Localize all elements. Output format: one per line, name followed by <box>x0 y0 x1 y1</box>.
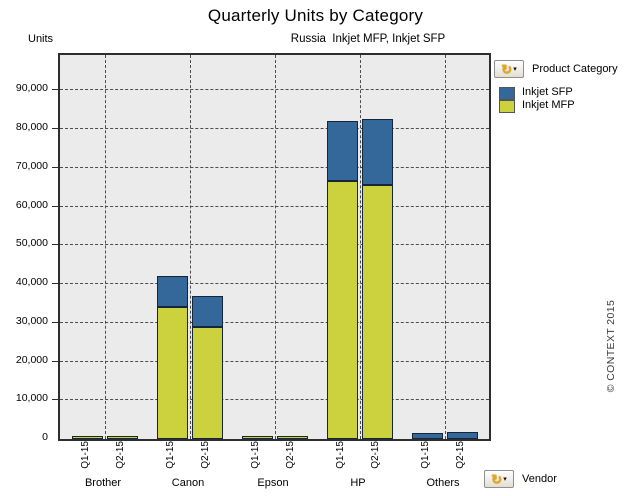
vendor-label: Others <box>426 477 460 489</box>
x-tick-label: Q2-15 <box>199 441 211 469</box>
vendor-label: Canon <box>171 477 205 489</box>
x-tick-label: Q1-15 <box>164 441 176 469</box>
chart-title: Quarterly Units by Category <box>207 6 424 25</box>
y-axis-tick-labels: 0 10,000 20,000 30,000 40,000 50,000 60,000 70,… <box>0 53 50 443</box>
y-tick-mark <box>52 321 59 323</box>
vendor-field-label: Vendor <box>522 473 557 485</box>
legend-label-inkjet-mfp: Inkjet MFP <box>522 99 575 111</box>
bar-segment-inkjet-mfp <box>277 435 308 439</box>
y-tick-label: 30,000 <box>15 314 48 327</box>
y-gridline <box>60 399 489 401</box>
y-tick-label: 0 <box>42 431 48 443</box>
y-gridline <box>60 360 489 362</box>
y-tick-mark <box>52 89 59 91</box>
group-separator-gridline <box>360 55 361 439</box>
y-gridline <box>60 283 489 284</box>
y-tick-mark <box>52 244 59 246</box>
bar-segment-inkjet-mfp <box>157 307 188 439</box>
x-tick-label: Q1-15 <box>334 441 346 469</box>
x-tick-label: Q1-15 <box>419 441 431 469</box>
bar-segment-inkjet-mfp <box>327 181 358 439</box>
bar-segment-inkjet-sfp <box>412 433 443 439</box>
group-separator-gridline <box>190 55 191 439</box>
pivot-rotate-icon: ↻ <box>491 471 503 487</box>
y-tick-label: 40,000 <box>15 276 48 288</box>
legend-swatch-inkjet-sfp <box>499 87 515 100</box>
pivot-rotate-icon: ↻ <box>501 61 513 77</box>
copyright-notice: © CONTEXT 2015 <box>605 299 617 393</box>
bar-segment-inkjet-sfp <box>192 295 223 327</box>
bar-segment-inkjet-mfp <box>192 326 223 439</box>
y-axis-title: Units <box>28 33 54 45</box>
y-tick-mark <box>52 360 59 362</box>
bar-segment-inkjet-mfp <box>242 436 273 439</box>
x-tick-label: Q2-15 <box>454 441 466 469</box>
x-tick-label: Q2-15 <box>369 441 381 469</box>
y-gridline <box>60 321 489 323</box>
plot-area <box>52 53 491 441</box>
product-category-field-label: Product Category <box>532 63 618 75</box>
vendor-label: Brother <box>84 477 122 489</box>
bar-segment-inkjet-sfp <box>362 118 393 186</box>
vendor-pivot-button[interactable]: ↻ ▾ <box>484 470 514 488</box>
y-tick-mark <box>52 128 59 129</box>
legend-swatch-inkjet-mfp <box>499 100 515 113</box>
y-tick-label: 80,000 <box>15 121 48 133</box>
group-separator-gridline <box>445 55 446 439</box>
bar-segment-inkjet-sfp <box>447 431 478 439</box>
y-tick-label: 60,000 <box>15 198 48 211</box>
dropdown-caret-icon: ▾ <box>513 65 517 73</box>
y-tick-mark <box>52 283 59 284</box>
y-gridline <box>60 166 489 168</box>
bar-segment-inkjet-sfp <box>157 276 188 308</box>
group-separator-gridline <box>105 55 106 439</box>
x-tick-label: Q1-15 <box>249 441 261 469</box>
y-tick-label: 70,000 <box>15 159 48 172</box>
chart-subtitle: Russia Inkjet MFP, Inkjet SFP <box>290 33 446 45</box>
bar-segment-inkjet-mfp <box>72 435 103 439</box>
group-separator-gridline <box>275 55 276 439</box>
y-gridline <box>60 89 489 91</box>
legend-label-inkjet-sfp: Inkjet SFP <box>522 86 573 98</box>
y-tick-label: 50,000 <box>15 237 48 250</box>
bar-segment-inkjet-mfp <box>107 435 138 439</box>
bar-segment-inkjet-mfp <box>362 185 393 439</box>
bar-segment-inkjet-sfp <box>327 121 358 182</box>
y-tick-label: 90,000 <box>15 82 48 95</box>
y-tick-mark <box>52 166 59 168</box>
y-gridline <box>60 244 489 246</box>
vendor-label: HP <box>350 477 366 489</box>
vendor-label: Epson <box>257 477 289 489</box>
y-tick-mark <box>52 399 59 401</box>
x-tick-label: Q1-15 <box>79 441 91 469</box>
y-gridline <box>60 128 489 129</box>
y-tick-label: 10,000 <box>15 392 48 405</box>
x-tick-label: Q2-15 <box>284 441 296 469</box>
x-tick-label: Q2-15 <box>114 441 126 469</box>
y-gridline <box>60 205 489 207</box>
y-tick-mark <box>52 205 59 207</box>
dropdown-caret-icon: ▾ <box>503 475 507 483</box>
product-category-pivot-button[interactable]: ↻ ▾ <box>494 60 524 78</box>
y-tick-label: 20,000 <box>15 353 48 366</box>
